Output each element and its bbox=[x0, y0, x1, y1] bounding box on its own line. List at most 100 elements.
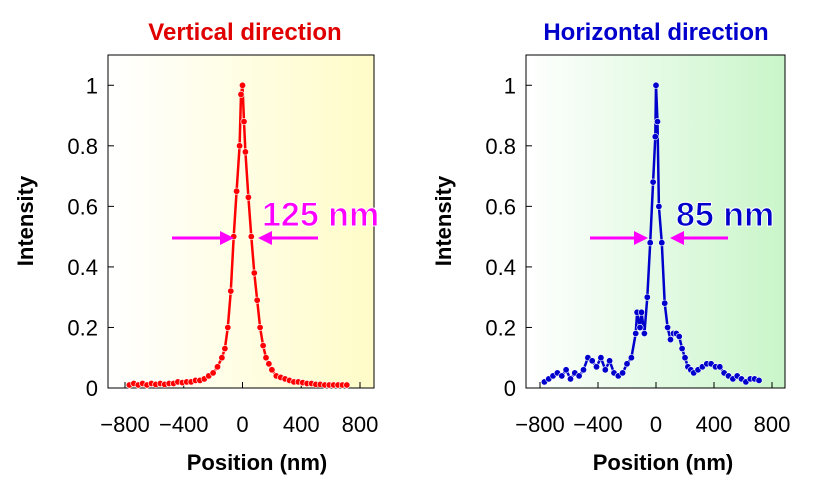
data-point bbox=[675, 332, 683, 340]
data-point bbox=[224, 323, 232, 331]
data-point bbox=[640, 329, 648, 337]
data-point bbox=[755, 376, 763, 384]
data-point bbox=[259, 342, 267, 350]
data-point bbox=[666, 336, 674, 344]
data-point bbox=[562, 366, 570, 374]
y-tick-label: 0.4 bbox=[67, 255, 98, 280]
x-tick-label: 400 bbox=[283, 412, 320, 437]
data-point bbox=[250, 269, 258, 277]
data-point bbox=[653, 118, 661, 126]
fwhm-annotation: 85 nm bbox=[676, 196, 774, 234]
data-point bbox=[601, 366, 609, 374]
data-point bbox=[661, 299, 669, 307]
data-point bbox=[244, 193, 252, 201]
data-point bbox=[655, 202, 663, 210]
data-point bbox=[678, 345, 686, 353]
fwhm-arrows bbox=[172, 231, 318, 245]
x-axis-label: Position (nm) bbox=[593, 450, 734, 475]
data-point bbox=[566, 375, 574, 383]
data-point bbox=[606, 357, 614, 365]
series-line-group bbox=[125, 81, 351, 389]
data-point bbox=[209, 369, 217, 377]
data-point bbox=[227, 287, 235, 295]
x-axis-label: Position (nm) bbox=[187, 450, 328, 475]
x-tick-labels: −800 −400 0 400 800 bbox=[100, 382, 378, 437]
data-point bbox=[247, 233, 255, 241]
fwhm-arrowhead-left bbox=[220, 231, 234, 245]
data-point bbox=[268, 366, 276, 374]
data-point bbox=[588, 357, 596, 365]
data-point bbox=[236, 142, 244, 150]
y-axis-label: Intensity bbox=[431, 175, 456, 266]
y-tick-label: 0.8 bbox=[67, 134, 98, 159]
data-point bbox=[664, 323, 672, 331]
data-point bbox=[632, 329, 640, 337]
y-tick-label: 0 bbox=[504, 376, 516, 401]
chart-panel-vertical: Vertical direction 0 0.2 0.4 0.6 0.8 1 −800 −4… bbox=[13, 19, 380, 475]
data-point bbox=[343, 381, 351, 389]
x-tick-label: −400 bbox=[159, 412, 209, 437]
y-tick-label: 0.6 bbox=[485, 194, 516, 219]
data-point bbox=[239, 81, 247, 89]
x-tick-label: −400 bbox=[573, 412, 623, 437]
y-tick-labels: 0 0.2 0.4 0.6 0.8 1 bbox=[67, 73, 114, 401]
series-line-group bbox=[540, 81, 763, 386]
data-point bbox=[627, 354, 635, 362]
chart-panel-horizontal: Horizontal direction 0 0.2 0.4 0.6 0.8 1 −800… bbox=[431, 19, 790, 475]
data-point bbox=[637, 308, 645, 316]
data-point bbox=[214, 363, 222, 371]
data-point bbox=[241, 148, 249, 156]
chart-title: Vertical direction bbox=[148, 19, 341, 46]
fwhm-arrowhead-right bbox=[258, 231, 272, 245]
y-tick-label: 0.4 bbox=[485, 255, 516, 280]
fwhm-arrows bbox=[590, 231, 728, 245]
data-point bbox=[262, 354, 270, 362]
data-point bbox=[233, 187, 241, 195]
x-tick-labels: −800 −400 0 400 800 bbox=[515, 382, 790, 437]
x-tick-label: 400 bbox=[696, 412, 733, 437]
y-tick-label: 0.6 bbox=[67, 194, 98, 219]
data-point bbox=[579, 366, 587, 374]
data-point bbox=[619, 369, 627, 377]
data-point bbox=[649, 178, 657, 186]
y-axis-label: Intensity bbox=[13, 175, 38, 266]
data-point bbox=[652, 81, 660, 89]
x-tick-label: 800 bbox=[754, 412, 791, 437]
data-point bbox=[237, 90, 245, 98]
x-tick-label: −800 bbox=[515, 412, 565, 437]
chart-title: Horizontal direction bbox=[543, 19, 768, 46]
data-point bbox=[636, 323, 644, 331]
y-tick-label: 0 bbox=[86, 376, 98, 401]
fwhm-annotation: 125 nm bbox=[262, 196, 379, 234]
y-tick-label: 1 bbox=[86, 73, 98, 98]
data-point bbox=[575, 372, 583, 380]
x-tick-label: 0 bbox=[650, 412, 662, 437]
x-tick-label: −800 bbox=[100, 412, 150, 437]
y-tick-label: 1 bbox=[504, 73, 516, 98]
data-point bbox=[658, 239, 666, 247]
x-tick-label: 0 bbox=[236, 412, 248, 437]
data-point bbox=[218, 354, 226, 362]
data-point bbox=[253, 296, 261, 304]
data-point bbox=[592, 363, 600, 371]
data-point bbox=[623, 360, 631, 368]
data-point bbox=[651, 133, 659, 141]
data-point bbox=[558, 372, 566, 380]
y-tick-label: 0.2 bbox=[485, 315, 516, 340]
data-point bbox=[240, 118, 248, 126]
data-point bbox=[716, 363, 724, 371]
y-tick-label: 0.2 bbox=[67, 315, 98, 340]
data-point bbox=[265, 360, 273, 368]
data-point bbox=[221, 345, 229, 353]
x-tick-label: 800 bbox=[342, 412, 379, 437]
y-tick-label: 0.8 bbox=[485, 134, 516, 159]
fwhm-arrowhead-left bbox=[634, 231, 648, 245]
data-point bbox=[643, 293, 651, 301]
data-point bbox=[597, 354, 605, 362]
data-point bbox=[646, 239, 654, 247]
y-tick-labels: 0 0.2 0.4 0.6 0.8 1 bbox=[485, 73, 532, 401]
fwhm-arrowhead-right bbox=[670, 231, 684, 245]
data-point bbox=[681, 354, 689, 362]
data-point bbox=[256, 323, 264, 331]
